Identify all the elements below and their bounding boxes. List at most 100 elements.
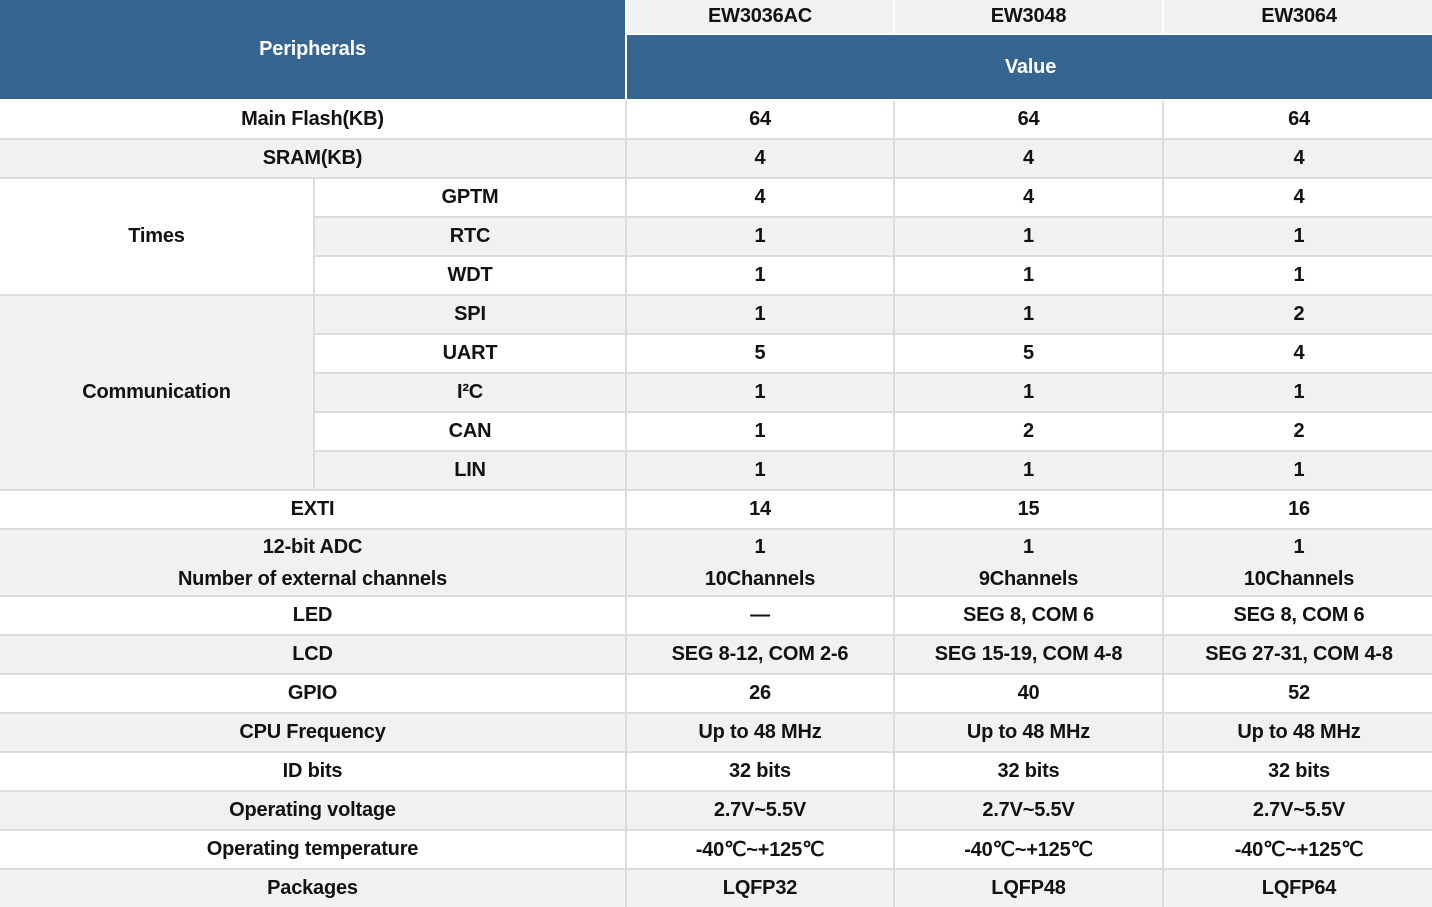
row-label-rtc: RTC: [313, 216, 627, 257]
cell-lcd-ew3036ac: SEG 8-12, COM 2-6: [625, 634, 895, 675]
cell-packages-ew3048: LQFP48: [893, 868, 1164, 907]
cell-operating-temperature-ew3048: -40℃~+125℃: [893, 829, 1164, 870]
cell-cpu-frequency-ew3064: Up to 48 MHz: [1162, 712, 1432, 753]
adc-channels: 10Channels: [704, 567, 816, 590]
peripherals-header: Peripherals: [0, 0, 627, 101]
cell-wdt-ew3048: 1: [893, 255, 1164, 296]
adc-label-line2: Number of external channels: [177, 567, 448, 590]
row-label-cpu-frequency: CPU Frequency: [0, 712, 627, 753]
cell-spi-ew3048: 1: [893, 294, 1164, 335]
cell-rtc-ew3064: 1: [1162, 216, 1432, 257]
row-label-operating-voltage: Operating voltage: [0, 790, 627, 831]
cell-exti-ew3048: 15: [893, 489, 1164, 530]
cell-gpio-ew3036ac: 26: [625, 673, 895, 714]
cell-adc-ew3036ac: 1 10Channels: [625, 528, 895, 597]
cell-gpio-ew3064: 52: [1162, 673, 1432, 714]
cell-can-ew3048: 2: [893, 411, 1164, 452]
cell-main-flash-ew3036ac: 64: [625, 99, 895, 140]
group-label-communication: Communication: [0, 294, 315, 491]
row-gptm: Times GPTM 4 4 4: [0, 177, 1432, 296]
row-label-exti: EXTI: [0, 489, 627, 530]
model-header-ew3048: EW3048: [893, 0, 1164, 35]
row-label-gptm: GPTM: [313, 177, 627, 218]
row-operating-voltage: Operating voltage 2.7V~5.5V 2.7V~5.5V 2.…: [0, 790, 1432, 831]
cell-wdt-ew3036ac: 1: [625, 255, 895, 296]
cell-sram-ew3048: 4: [893, 138, 1164, 179]
row-label-can: CAN: [313, 411, 627, 452]
cell-operating-voltage-ew3048: 2.7V~5.5V: [893, 790, 1164, 831]
adc-channels: 10Channels: [1243, 567, 1355, 590]
row-uart: UART 5 5 4: [0, 333, 1432, 374]
cell-exti-ew3064: 16: [1162, 489, 1432, 530]
cell-spi-ew3064: 2: [1162, 294, 1432, 335]
row-label-packages: Packages: [0, 868, 627, 907]
row-label-adc: 12-bit ADC Number of external channels: [0, 528, 627, 597]
adc-count: 1: [754, 535, 766, 558]
cell-spi-ew3036ac: 1: [625, 294, 895, 335]
cell-gptm-ew3064: 4: [1162, 177, 1432, 218]
cell-cpu-frequency-ew3048: Up to 48 MHz: [893, 712, 1164, 753]
cell-adc-ew3064: 1 10Channels: [1162, 528, 1432, 597]
row-i2c: I²C 1 1 1: [0, 372, 1432, 413]
row-label-lcd: LCD: [0, 634, 627, 675]
cell-lcd-ew3064: SEG 27-31, COM 4-8: [1162, 634, 1432, 675]
row-main-flash: Main Flash(KB) 64 64 64: [0, 99, 1432, 140]
group-label-times: Times: [0, 177, 315, 296]
cell-operating-voltage-ew3036ac: 2.7V~5.5V: [625, 790, 895, 831]
row-label-lin: LIN: [313, 450, 627, 491]
cell-uart-ew3048: 5: [893, 333, 1164, 374]
cell-exti-ew3036ac: 14: [625, 489, 895, 530]
adc-count: 1: [1293, 535, 1305, 558]
cell-sram-ew3036ac: 4: [625, 138, 895, 179]
cell-can-ew3064: 2: [1162, 411, 1432, 452]
row-adc: 12-bit ADC Number of external channels 1…: [0, 528, 1432, 597]
cell-main-flash-ew3048: 64: [893, 99, 1164, 140]
row-label-wdt: WDT: [313, 255, 627, 296]
cell-rtc-ew3036ac: 1: [625, 216, 895, 257]
row-spi: Communication SPI 1 1 2: [0, 294, 1432, 491]
cell-packages-ew3064: LQFP64: [1162, 868, 1432, 907]
cell-cpu-frequency-ew3036ac: Up to 48 MHz: [625, 712, 895, 753]
model-header-ew3064: EW3064: [1162, 0, 1432, 35]
row-lin: LIN 1 1 1: [0, 450, 1432, 491]
cell-lin-ew3036ac: 1: [625, 450, 895, 491]
row-wdt: WDT 1 1 1: [0, 255, 1432, 296]
row-operating-temperature: Operating temperature -40℃~+125℃ -40℃~+1…: [0, 829, 1432, 870]
value-header: Value: [625, 33, 1432, 101]
row-sram: SRAM(KB) 4 4 4: [0, 138, 1432, 179]
row-label-spi: SPI: [313, 294, 627, 335]
row-can: CAN 1 2 2: [0, 411, 1432, 452]
row-label-i2c: I²C: [313, 372, 627, 413]
row-gpio: GPIO 26 40 52: [0, 673, 1432, 714]
cell-i2c-ew3064: 1: [1162, 372, 1432, 413]
row-cpu-frequency: CPU Frequency Up to 48 MHz Up to 48 MHz …: [0, 712, 1432, 753]
cell-lcd-ew3048: SEG 15-19, COM 4-8: [893, 634, 1164, 675]
row-exti: EXTI 14 15 16: [0, 489, 1432, 530]
cell-id-bits-ew3064: 32 bits: [1162, 751, 1432, 792]
cell-operating-temperature-ew3064: -40℃~+125℃: [1162, 829, 1432, 870]
row-lcd: LCD SEG 8-12, COM 2-6 SEG 15-19, COM 4-8…: [0, 634, 1432, 675]
row-label-uart: UART: [313, 333, 627, 374]
cell-uart-ew3064: 4: [1162, 333, 1432, 374]
cell-rtc-ew3048: 1: [893, 216, 1164, 257]
cell-operating-voltage-ew3064: 2.7V~5.5V: [1162, 790, 1432, 831]
row-label-led: LED: [0, 595, 627, 636]
row-label-gpio: GPIO: [0, 673, 627, 714]
header-row-value: Value: [0, 33, 1432, 101]
cell-id-bits-ew3048: 32 bits: [893, 751, 1164, 792]
row-rtc: RTC 1 1 1: [0, 216, 1432, 257]
row-label-id-bits: ID bits: [0, 751, 627, 792]
cell-uart-ew3036ac: 5: [625, 333, 895, 374]
cell-gptm-ew3048: 4: [893, 177, 1164, 218]
cell-i2c-ew3036ac: 1: [625, 372, 895, 413]
adc-label-line1: 12-bit ADC: [262, 535, 363, 558]
cell-lin-ew3064: 1: [1162, 450, 1432, 491]
cell-can-ew3036ac: 1: [625, 411, 895, 452]
cell-wdt-ew3064: 1: [1162, 255, 1432, 296]
cell-lin-ew3048: 1: [893, 450, 1164, 491]
cell-gptm-ew3036ac: 4: [625, 177, 895, 218]
cell-led-ew3064: SEG 8, COM 6: [1162, 595, 1432, 636]
cell-led-ew3048: SEG 8, COM 6: [893, 595, 1164, 636]
cell-sram-ew3064: 4: [1162, 138, 1432, 179]
